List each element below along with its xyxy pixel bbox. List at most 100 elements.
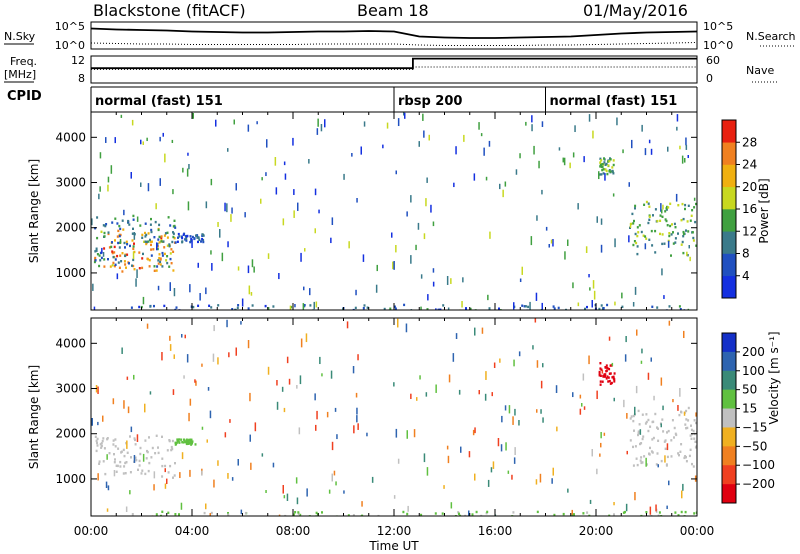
data-cell <box>282 218 285 226</box>
data-cell <box>366 306 369 309</box>
data-cell <box>552 239 554 247</box>
data-cell <box>108 452 111 455</box>
data-cell <box>144 222 147 225</box>
data-cell <box>484 393 487 401</box>
data-cell <box>172 225 175 228</box>
data-cell <box>694 220 697 224</box>
data-cell <box>671 419 674 422</box>
colorbar-tick-label: −200 <box>742 477 775 491</box>
data-cell <box>99 251 102 255</box>
data-cell <box>599 374 602 377</box>
data-cell <box>676 114 679 122</box>
data-cell <box>660 377 663 386</box>
data-cell <box>488 307 491 310</box>
data-cell <box>213 479 215 488</box>
noise-left-tick-top: 10^5 <box>55 20 85 33</box>
data-cell <box>227 241 229 248</box>
data-cell <box>105 137 107 143</box>
data-cell <box>336 434 338 440</box>
data-cell <box>461 301 463 308</box>
data-cell <box>640 514 643 516</box>
data-cell <box>644 235 647 238</box>
data-cell <box>112 443 115 446</box>
data-cell <box>147 258 150 261</box>
data-cell <box>129 244 131 248</box>
data-cell <box>361 514 364 516</box>
data-cell <box>641 461 644 464</box>
data-cell <box>192 305 195 309</box>
data-cell <box>425 392 428 397</box>
data-cell <box>116 222 119 225</box>
data-cell <box>166 236 169 239</box>
data-cell <box>464 514 467 516</box>
data-cell <box>376 264 378 272</box>
data-cell <box>267 366 270 375</box>
data-cell <box>679 308 682 310</box>
data-cell <box>138 464 141 467</box>
data-cell <box>403 112 405 116</box>
colorbar-swatch <box>722 142 736 165</box>
data-cell <box>622 149 624 154</box>
data-cell <box>190 237 193 241</box>
data-cell <box>98 264 101 268</box>
data-cell <box>112 439 115 442</box>
data-cell <box>179 472 181 479</box>
data-cell <box>160 240 163 243</box>
data-cell <box>636 329 638 336</box>
data-cell <box>521 266 523 275</box>
data-cell <box>100 256 103 260</box>
data-cell <box>606 303 609 307</box>
data-cell <box>670 439 673 442</box>
data-cell <box>314 228 316 234</box>
data-cell <box>651 244 654 247</box>
data-cell <box>442 304 445 307</box>
data-cell <box>562 157 564 163</box>
data-cell <box>163 246 166 249</box>
data-cell <box>553 307 556 310</box>
data-cell <box>121 252 124 255</box>
colorbar-swatch <box>722 351 736 372</box>
data-cell <box>148 461 151 465</box>
data-cell <box>589 499 592 504</box>
data-cell <box>645 413 648 416</box>
data-cell <box>600 159 603 162</box>
colorbar-tick-label: −15 <box>742 420 767 434</box>
data-cell <box>679 450 682 453</box>
data-cell <box>425 198 427 207</box>
data-cell <box>124 263 127 266</box>
data-cell <box>687 230 690 233</box>
data-cell <box>567 239 569 246</box>
data-cell <box>638 224 641 227</box>
data-cell <box>666 443 669 451</box>
data-cell <box>611 166 614 169</box>
data-cell <box>609 382 612 385</box>
data-cell <box>308 159 310 164</box>
data-cell <box>534 318 537 323</box>
data-cell <box>164 483 167 489</box>
data-cell <box>181 236 184 240</box>
data-cell <box>602 172 605 175</box>
data-cell <box>229 419 231 423</box>
data-cell <box>633 240 636 243</box>
cpid-label: CPID <box>7 89 42 104</box>
data-cell <box>648 452 650 455</box>
data-cell <box>145 233 148 237</box>
data-cell <box>94 435 97 438</box>
data-cell <box>426 308 429 310</box>
data-cell <box>158 253 161 256</box>
data-cell <box>126 440 128 449</box>
data-cell <box>156 247 159 251</box>
colorbar-tick-label: 24 <box>742 158 757 172</box>
data-cell <box>174 462 176 465</box>
data-cell <box>300 338 303 348</box>
data-cell <box>632 222 635 225</box>
data-cell <box>94 250 97 253</box>
data-cell <box>639 429 642 435</box>
data-cell <box>174 308 177 310</box>
data-cell <box>105 223 108 226</box>
data-cell <box>631 212 634 216</box>
data-cell <box>668 320 671 326</box>
data-cell <box>586 305 588 309</box>
data-cell <box>609 364 612 367</box>
data-cell <box>299 375 302 385</box>
